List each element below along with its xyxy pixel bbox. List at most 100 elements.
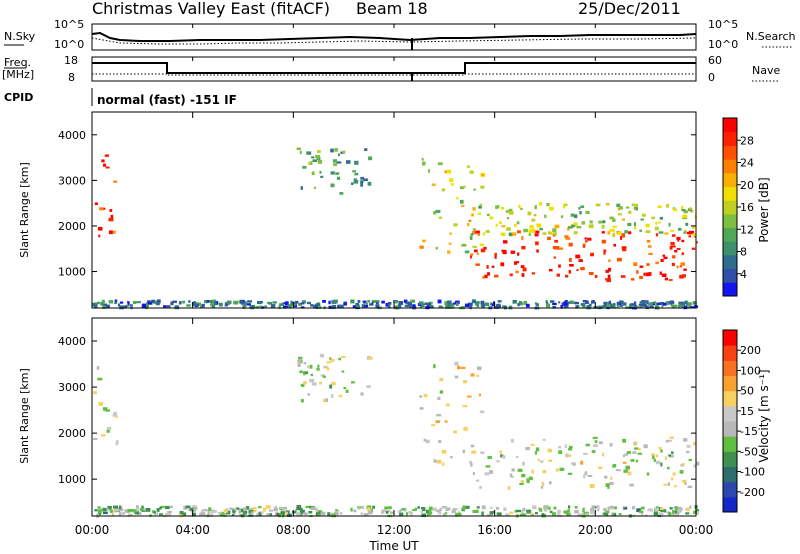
echo-cell [103, 511, 108, 515]
echo-cell [419, 407, 424, 410]
echo-cell [625, 206, 630, 209]
echo-cell [641, 300, 647, 304]
echo-cell [649, 302, 653, 306]
x-tick-label: 04:00 [175, 523, 210, 537]
echo-cell [258, 511, 262, 516]
echo-cell [306, 151, 312, 155]
echo-cell [342, 150, 346, 154]
echo-cell [517, 252, 520, 256]
echo-cell [677, 509, 681, 513]
echo-cell [302, 300, 306, 304]
echo-cell [113, 180, 118, 183]
echo-cell [461, 204, 465, 207]
echo-cell [447, 250, 451, 254]
echo-cell [282, 506, 288, 510]
echo-cell [606, 302, 610, 306]
echo-cell [620, 236, 623, 240]
echo-cell [492, 301, 495, 306]
echo-cell [574, 214, 578, 219]
echo-cell [668, 454, 671, 457]
echo-cell [321, 512, 325, 516]
echo-cell [533, 214, 537, 217]
echo-cell [299, 150, 302, 155]
echo-cell [139, 508, 144, 511]
echo-cell [591, 505, 596, 509]
echo-cell [580, 205, 585, 208]
echo-cell [412, 304, 416, 309]
colorbar-swatch [723, 436, 737, 452]
echo-cell [516, 221, 520, 225]
echo-cell [436, 459, 442, 464]
echo-cell [612, 464, 617, 468]
echo-cell [540, 485, 544, 489]
echo-cell [516, 509, 522, 513]
echo-cell [466, 165, 471, 168]
echo-cell [119, 305, 124, 310]
echo-cell [189, 507, 194, 511]
echo-cell [330, 148, 334, 153]
echo-cell [548, 506, 551, 511]
echo-cell [638, 448, 641, 451]
echo-cell [574, 302, 579, 305]
echo-cell [428, 169, 431, 173]
echo-cell [201, 303, 205, 307]
y-tick-label: 2000 [58, 427, 86, 440]
echo-cell [591, 450, 596, 453]
echo-cell [653, 458, 656, 462]
echo-cell [299, 370, 303, 374]
date-label: 25/Dec/2011 [578, 0, 681, 18]
echo-cell [660, 449, 663, 453]
echo-cell [605, 483, 610, 487]
echo-cell [522, 507, 526, 512]
echo-cell [486, 213, 490, 217]
echo-cell [408, 511, 412, 515]
echo-cell [638, 303, 644, 306]
echo-cell [553, 506, 557, 510]
echo-cell [480, 185, 485, 189]
echo-cell [668, 279, 673, 282]
echo-cell [456, 197, 459, 200]
echo-cell [280, 511, 285, 515]
echo-cell [604, 301, 608, 306]
echo-cell [511, 468, 515, 472]
echo-cell [664, 232, 669, 235]
echo-cell [451, 510, 456, 513]
velocity-y-label: Slant Range [km] [18, 368, 31, 464]
echo-cell [583, 474, 586, 479]
echo-cell [318, 510, 323, 513]
echo-cell [598, 441, 603, 445]
echo-cell [127, 513, 131, 517]
power-y-axis: 1000 2000 3000 4000 [58, 129, 696, 279]
echo-cell [404, 305, 408, 308]
echo-cell [399, 512, 404, 516]
echo-cell [603, 507, 607, 512]
power-panel: 1000 2000 3000 4000 Slant Range [km] [18, 111, 699, 310]
echo-cell [667, 466, 670, 470]
echo-cell [608, 267, 611, 272]
echo-cell [425, 439, 430, 444]
echo-cell [512, 300, 517, 303]
echo-cell [311, 171, 315, 176]
echo-cell [621, 246, 627, 250]
colorbar-swatch [723, 466, 737, 483]
echo-cell [565, 237, 571, 240]
echo-cell [610, 505, 614, 510]
echo-cell [679, 507, 682, 510]
echo-cell [555, 468, 559, 472]
echo-cell [689, 230, 695, 235]
echo-cell [648, 252, 653, 255]
echo-cell [651, 453, 655, 456]
echo-cell [102, 305, 107, 309]
echo-cell [686, 444, 691, 448]
echo-cell [482, 275, 485, 279]
echo-cell [407, 303, 411, 306]
echo-cell [680, 464, 684, 467]
echo-cell [646, 263, 650, 266]
echo-cell [170, 505, 173, 509]
echo-cell [526, 479, 530, 483]
echo-cell [258, 506, 262, 509]
colorbar-swatch [723, 375, 737, 392]
echo-cell [385, 303, 389, 307]
echo-cell [468, 302, 473, 307]
echo-cell [569, 258, 572, 262]
